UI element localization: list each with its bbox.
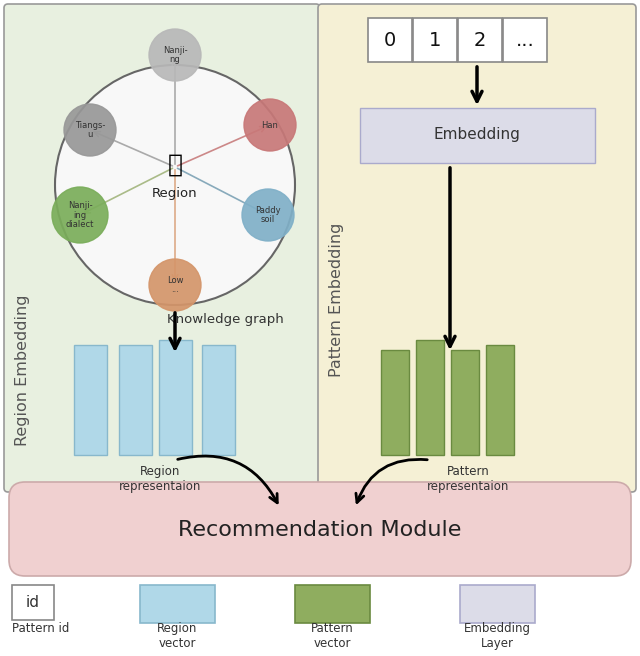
Circle shape — [244, 99, 296, 151]
Text: Embedding
Layer: Embedding Layer — [463, 622, 531, 650]
FancyBboxPatch shape — [368, 18, 412, 62]
Circle shape — [149, 29, 201, 81]
Text: Recommendation Module: Recommendation Module — [179, 520, 461, 540]
Text: 🏛: 🏛 — [168, 153, 182, 177]
FancyBboxPatch shape — [295, 585, 370, 623]
Text: Region Embedding: Region Embedding — [15, 295, 31, 445]
Text: Embedding: Embedding — [433, 127, 520, 142]
Text: ...: ... — [516, 30, 534, 49]
Text: 0: 0 — [384, 30, 396, 49]
Text: Region
vector: Region vector — [157, 622, 197, 650]
FancyBboxPatch shape — [381, 350, 409, 455]
FancyBboxPatch shape — [12, 585, 54, 620]
FancyBboxPatch shape — [118, 345, 152, 455]
FancyBboxPatch shape — [202, 345, 234, 455]
Text: Pattern Embedding: Pattern Embedding — [330, 223, 344, 377]
Text: Han: Han — [262, 121, 278, 129]
FancyBboxPatch shape — [458, 18, 502, 62]
Text: Nanji-
ing
dialect: Nanji- ing dialect — [66, 201, 94, 229]
Text: Low
...: Low ... — [167, 276, 183, 295]
FancyBboxPatch shape — [486, 345, 514, 455]
FancyBboxPatch shape — [159, 340, 191, 455]
FancyBboxPatch shape — [413, 18, 457, 62]
FancyBboxPatch shape — [503, 18, 547, 62]
Circle shape — [242, 189, 294, 241]
FancyBboxPatch shape — [360, 108, 595, 163]
Circle shape — [149, 259, 201, 311]
Text: Pattern
representaion: Pattern representaion — [427, 465, 509, 493]
Text: id: id — [26, 595, 40, 610]
FancyBboxPatch shape — [140, 585, 215, 623]
FancyBboxPatch shape — [460, 585, 535, 623]
Circle shape — [52, 187, 108, 243]
FancyBboxPatch shape — [4, 4, 320, 492]
FancyBboxPatch shape — [9, 482, 631, 576]
FancyBboxPatch shape — [318, 4, 636, 492]
FancyBboxPatch shape — [416, 340, 444, 455]
Circle shape — [64, 104, 116, 156]
Text: Pattern
vector: Pattern vector — [310, 622, 353, 650]
Text: 1: 1 — [429, 30, 441, 49]
Text: Tiangs-
u: Tiangs- u — [75, 121, 105, 139]
Text: Paddy
soil: Paddy soil — [255, 205, 281, 224]
Text: Region: Region — [152, 186, 198, 199]
Text: 2: 2 — [474, 30, 486, 49]
Text: Nanji-
ng: Nanji- ng — [163, 46, 188, 64]
Text: Knowledge graph: Knowledge graph — [166, 314, 284, 327]
FancyBboxPatch shape — [451, 350, 479, 455]
Text: Pattern id: Pattern id — [12, 622, 69, 635]
Ellipse shape — [55, 65, 295, 305]
FancyBboxPatch shape — [74, 345, 106, 455]
Text: Region
representaion: Region representaion — [119, 465, 201, 493]
